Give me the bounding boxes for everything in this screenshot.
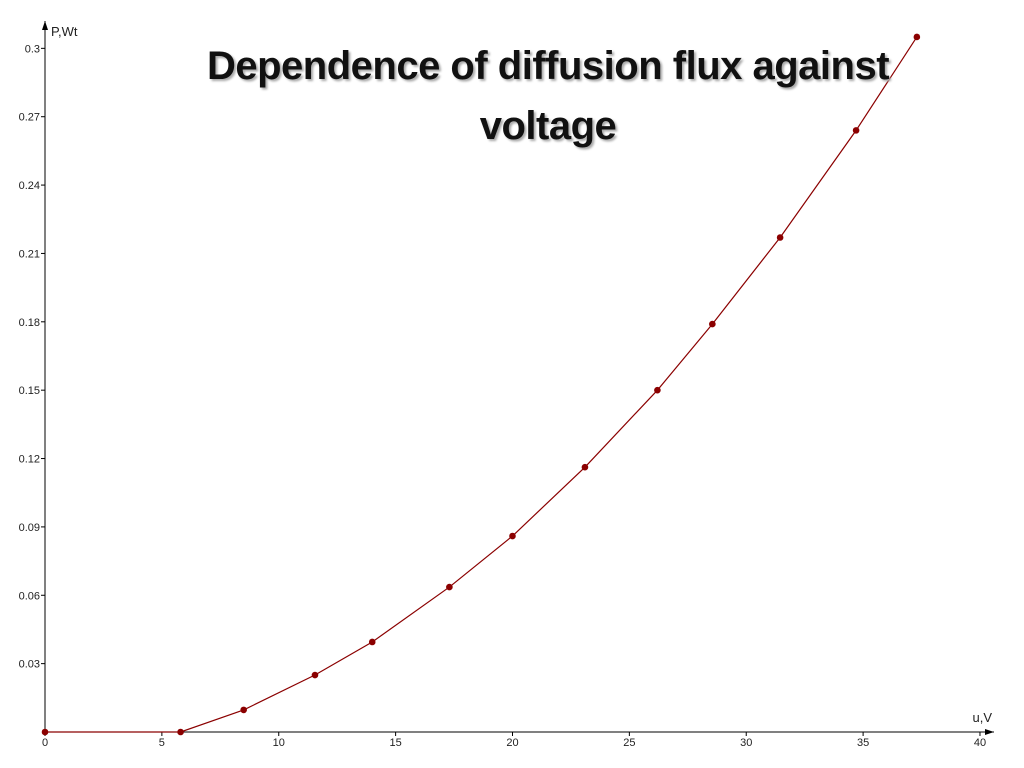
x-tick-label: 5 — [159, 737, 165, 749]
data-point — [581, 463, 589, 471]
data-point — [41, 728, 49, 736]
x-tick-label: 20 — [506, 737, 518, 749]
y-tick-label: 0.06 — [19, 590, 40, 602]
y-tick-label: 0.3 — [25, 43, 40, 55]
y-tick-label: 0.15 — [19, 385, 40, 397]
y-tick-label: 0.03 — [19, 659, 40, 671]
data-point — [709, 320, 716, 328]
data-point — [913, 33, 921, 41]
data-point — [654, 386, 661, 394]
x-axis-arrow — [985, 729, 994, 735]
x-axis-label: u,V — [972, 710, 992, 725]
y-tick-label: 0.12 — [19, 454, 40, 466]
data-point — [509, 532, 516, 540]
y-tick-label: 0.24 — [19, 180, 40, 192]
y-tick-label: 0.21 — [19, 248, 40, 260]
x-tick-label: 35 — [857, 737, 869, 749]
x-tick-label: 10 — [273, 737, 285, 749]
y-axis-arrow — [42, 21, 48, 30]
y-tick-label: 0.18 — [19, 317, 40, 329]
data-point — [177, 728, 184, 736]
y-axis-label: P,Wt — [51, 24, 78, 39]
x-tick-label: 30 — [740, 737, 752, 749]
x-tick-label: 0 — [42, 737, 48, 749]
data-point — [240, 706, 247, 714]
y-tick-label: 0.09 — [19, 522, 40, 534]
data-point — [368, 638, 376, 646]
data-point — [852, 127, 860, 134]
y-tick-label: 0.27 — [19, 112, 40, 124]
chart-title: Dependence of diffusion flux against vol… — [206, 44, 890, 148]
data-point — [311, 671, 319, 679]
data-point — [446, 583, 453, 591]
x-tick-label: 40 — [974, 737, 986, 749]
x-tick-label: 25 — [623, 737, 635, 749]
data-point — [776, 234, 784, 241]
x-tick-label: 15 — [389, 737, 401, 749]
